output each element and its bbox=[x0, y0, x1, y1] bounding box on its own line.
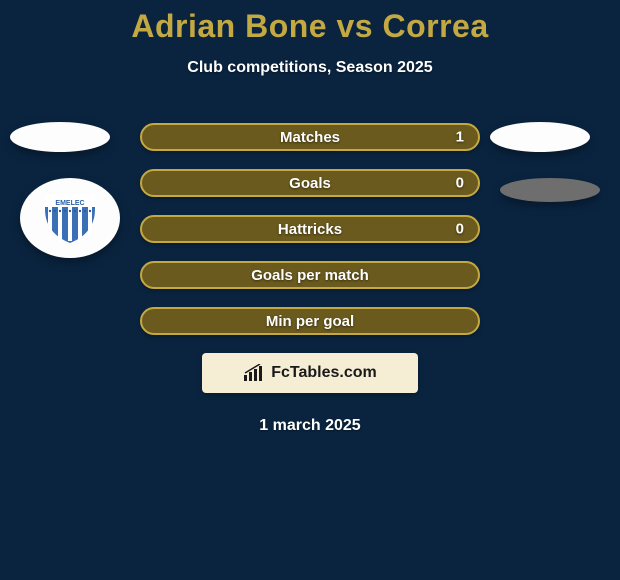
club-badge: EMELEC bbox=[20, 178, 120, 258]
bar-chart-icon bbox=[243, 364, 265, 382]
stat-label: Goals per match bbox=[251, 267, 369, 284]
stat-label: Goals bbox=[289, 175, 331, 192]
page-subtitle: Club competitions, Season 2025 bbox=[0, 59, 620, 77]
page-title: Adrian Bone vs Correa bbox=[0, 0, 620, 45]
stat-row: Matches 1 bbox=[140, 123, 480, 151]
stat-label: Matches bbox=[280, 129, 340, 146]
stat-right-value: 0 bbox=[456, 175, 464, 192]
stat-right-value: 0 bbox=[456, 221, 464, 238]
left-top-ellipse bbox=[10, 122, 110, 152]
watermark: FcTables.com bbox=[202, 353, 418, 393]
content-root: Adrian Bone vs Correa Club competitions,… bbox=[0, 0, 620, 435]
stat-label: Hattricks bbox=[278, 221, 342, 238]
watermark-inner: FcTables.com bbox=[243, 364, 377, 382]
stat-label: Min per goal bbox=[266, 313, 354, 330]
stat-row: Goals 0 bbox=[140, 169, 480, 197]
stats-panel: Matches 1 Goals 0 Hattricks 0 Goals per match M… bbox=[140, 123, 480, 335]
stat-row: Hattricks 0 bbox=[140, 215, 480, 243]
stat-row: Min per goal bbox=[140, 307, 480, 335]
svg-text:EMELEC: EMELEC bbox=[55, 200, 84, 207]
right-mid-ellipse bbox=[500, 178, 600, 202]
stat-right-value: 1 bbox=[456, 129, 464, 146]
right-top-ellipse bbox=[490, 122, 590, 152]
watermark-text: FcTables.com bbox=[271, 364, 377, 382]
club-badge-inner: EMELEC bbox=[35, 188, 105, 248]
date-label: 1 march 2025 bbox=[0, 417, 620, 435]
stat-row: Goals per match bbox=[140, 261, 480, 289]
club-shield-icon: EMELEC bbox=[41, 191, 99, 245]
